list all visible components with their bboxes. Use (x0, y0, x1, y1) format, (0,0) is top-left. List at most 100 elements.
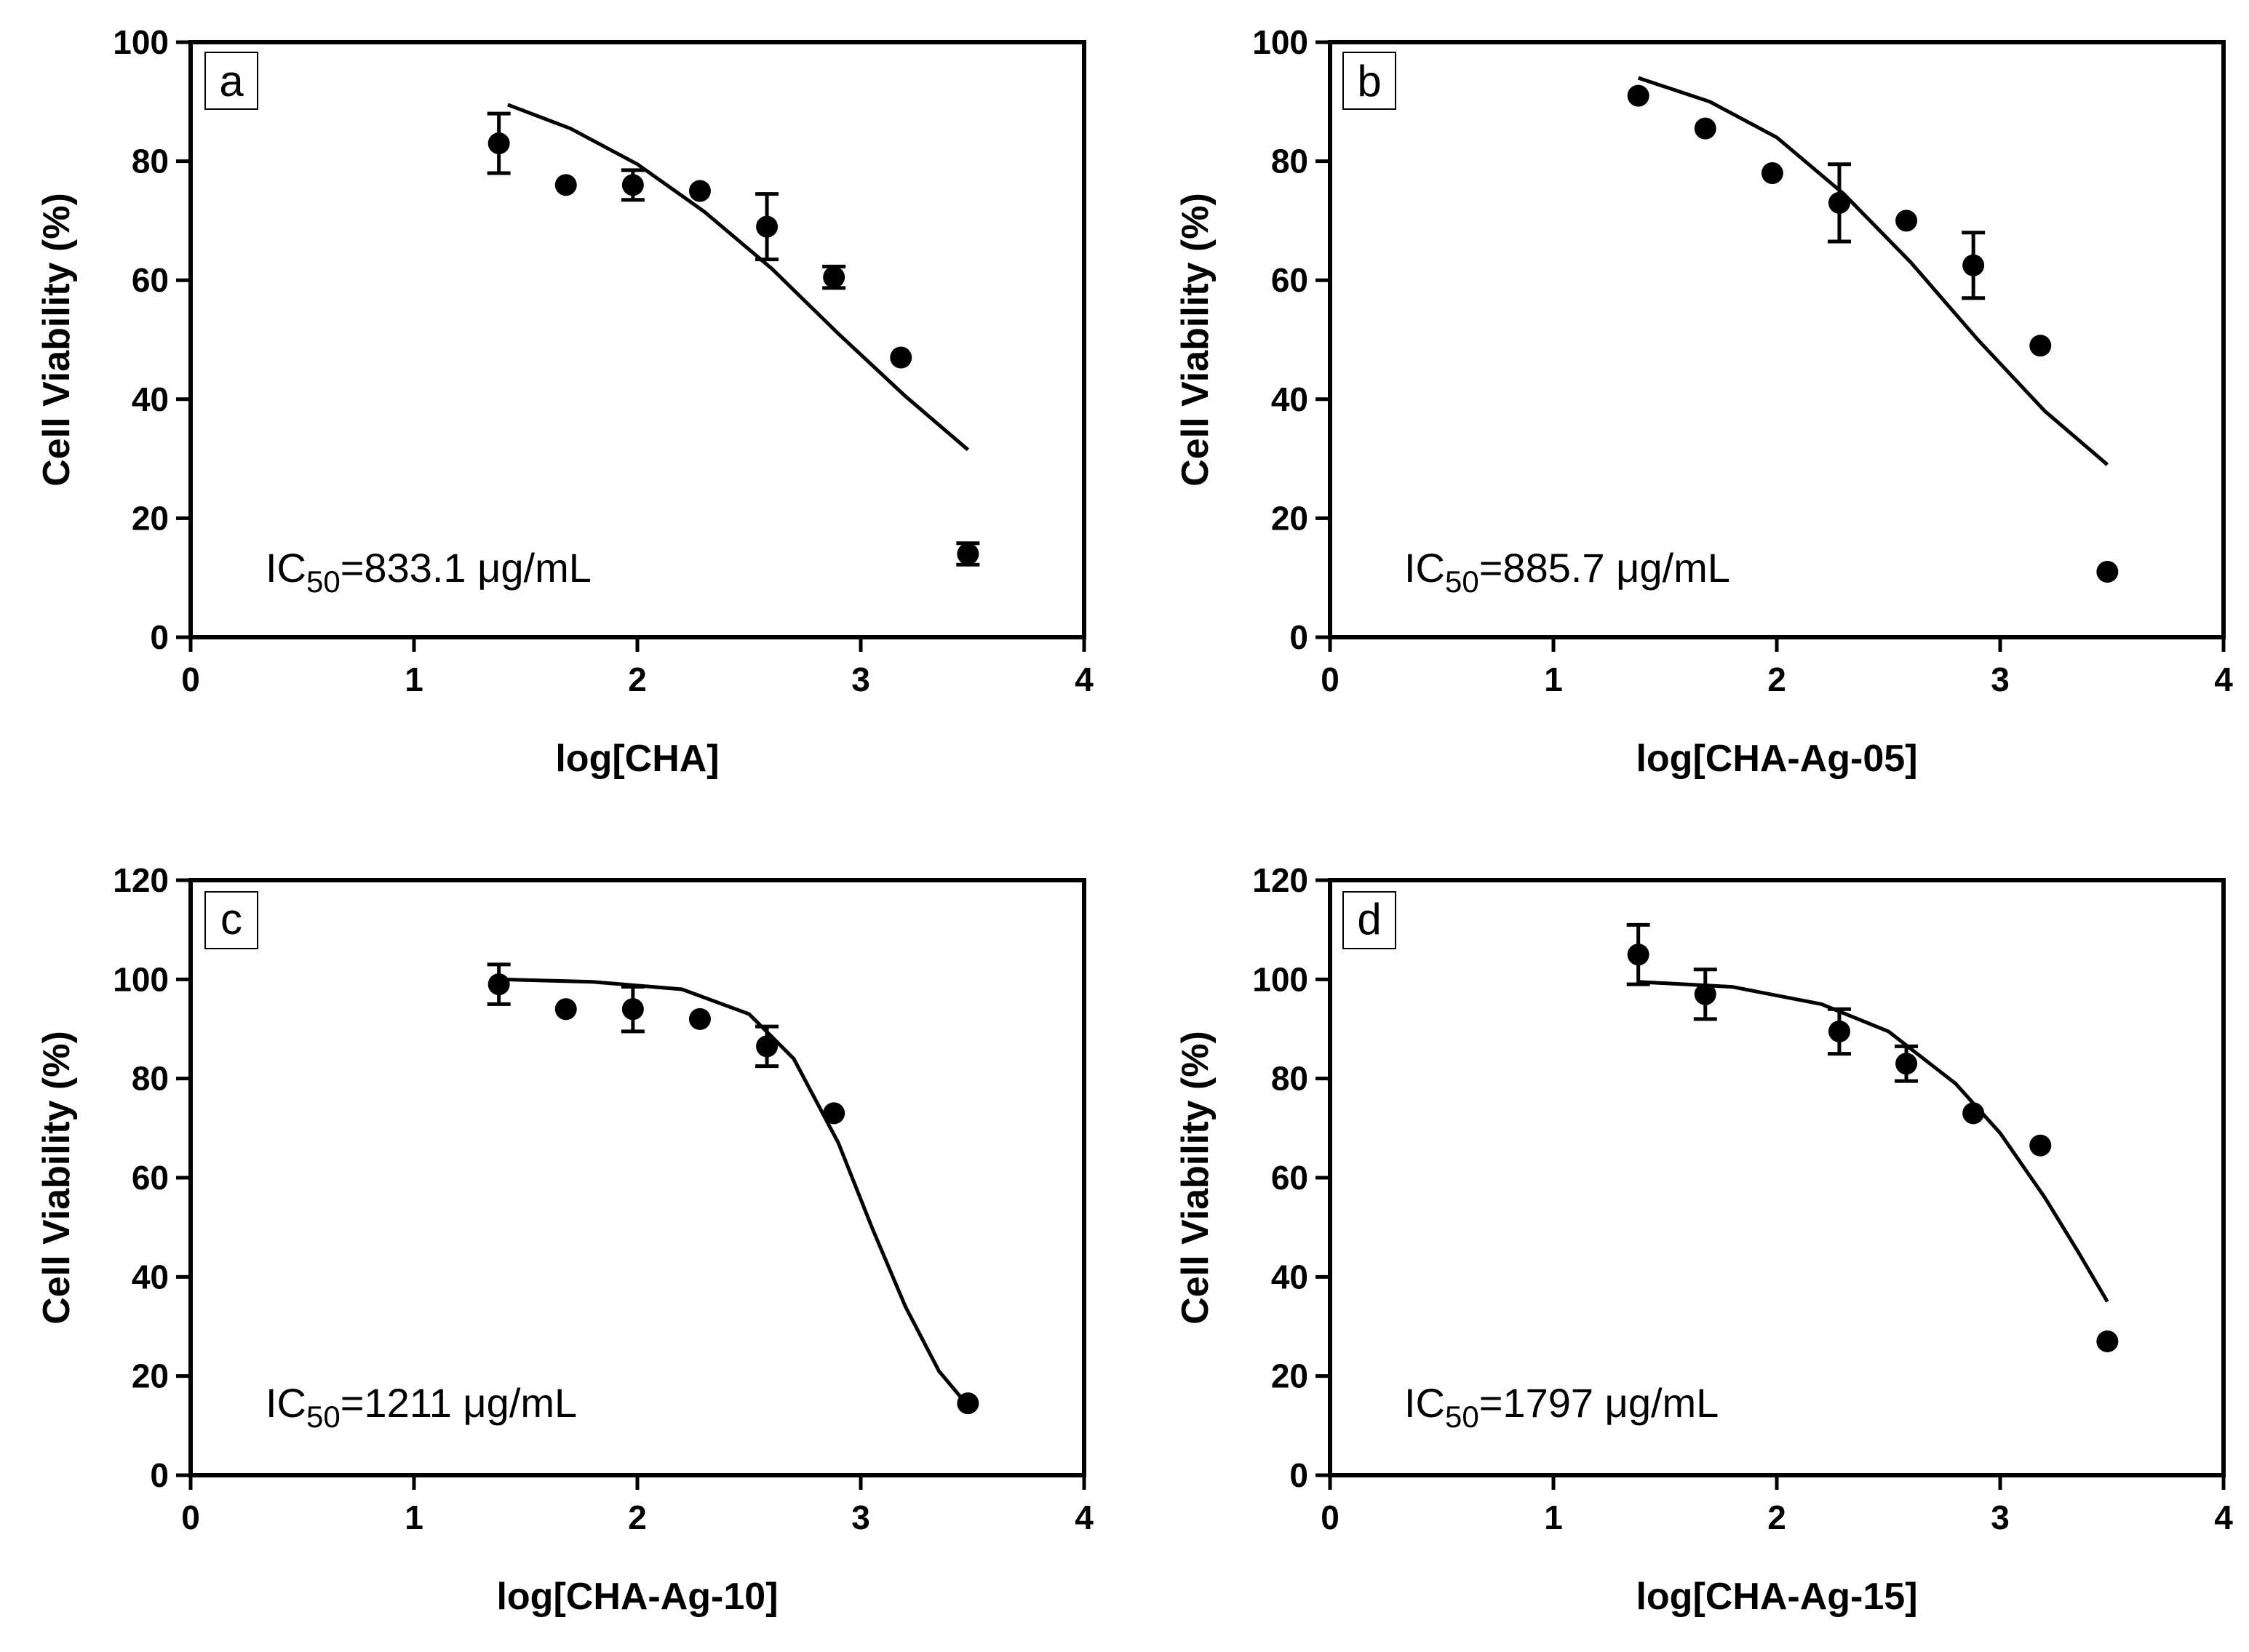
x-tick-label: 1 (405, 1499, 423, 1536)
y-tick-label: 0 (150, 618, 169, 656)
panel-letter: c (220, 895, 242, 943)
data-point (1627, 943, 1649, 966)
data-point (1627, 84, 1649, 107)
data-point (1761, 161, 1783, 184)
data-point (621, 174, 644, 196)
panel-letter-box (204, 891, 258, 949)
y-axis-title: Cell Viability (%) (36, 1031, 78, 1325)
data-point (756, 215, 779, 238)
x-tick-label: 3 (851, 1499, 870, 1536)
panel-letter-box (1342, 52, 1396, 110)
x-tick-label: 4 (2214, 1499, 2233, 1536)
x-tick-label: 3 (1991, 661, 2010, 698)
data-point (1828, 191, 1850, 214)
x-axis-title: log[CHA-Ag-05] (1636, 738, 1917, 780)
data-point (1895, 1053, 1918, 1075)
y-tick-label: 120 (1252, 861, 1308, 899)
y-tick-label: 20 (1271, 499, 1308, 537)
panel-letter-box (1342, 891, 1396, 949)
data-point (1694, 983, 1716, 1005)
panel-a: a IC50=833.1 μg/mL log[CHA] Cell Viabili… (36, 23, 1094, 780)
data-point (2029, 1134, 2052, 1157)
y-axis-title: Cell Viability (%) (1174, 193, 1217, 487)
x-tick-label: 3 (1991, 1499, 2010, 1536)
y-tick-label: 100 (1252, 960, 1308, 998)
data-point (2029, 335, 2052, 357)
fit-curve (1637, 76, 2109, 466)
x-tick-label: 0 (181, 661, 200, 698)
ic50-label: IC50=885.7 μg/mL (1404, 545, 1730, 599)
data-point (1895, 210, 1918, 232)
panel-d: d IC50=1797 μg/mL log[CHA-Ag-15] Cell Vi… (1174, 861, 2233, 1618)
y-tick-label: 60 (1271, 1159, 1308, 1197)
data-point (1962, 254, 1985, 276)
ic50-label: IC50=1797 μg/mL (1404, 1380, 1719, 1434)
x-tick-label: 3 (851, 661, 870, 698)
data-point (823, 1102, 845, 1125)
panel-frame (1328, 40, 2226, 639)
y-tick-label: 0 (150, 1456, 169, 1494)
panel-letter: b (1357, 57, 1381, 105)
data-point (823, 266, 845, 289)
fit-curve (1638, 980, 2109, 1303)
x-axis-title: log[CHA-Ag-10] (496, 1576, 778, 1618)
y-tick-label: 80 (132, 1060, 169, 1098)
x-tick-label: 4 (2214, 661, 2233, 698)
data-point (957, 543, 979, 565)
panel-frame (1328, 878, 2226, 1477)
y-axis-title: Cell Viability (%) (1174, 1031, 1217, 1325)
panel-frame (188, 40, 1086, 639)
x-tick-label: 0 (1321, 661, 1340, 698)
ic50-label: IC50=1211 μg/mL (266, 1380, 577, 1434)
data-point (554, 998, 577, 1021)
panel-letter: a (219, 57, 244, 105)
x-tick-label: 2 (628, 661, 647, 698)
y-tick-label: 60 (132, 1159, 169, 1197)
y-tick-label: 120 (113, 861, 169, 899)
x-tick-label: 1 (1544, 661, 1563, 698)
x-tick-label: 4 (1075, 661, 1094, 698)
data-point (688, 180, 711, 202)
data-point (2096, 561, 2119, 583)
data-point (890, 346, 912, 369)
x-tick-label: 2 (1767, 661, 1786, 698)
y-axis-title: Cell Viability (%) (36, 193, 78, 487)
y-tick-label: 0 (1289, 618, 1308, 656)
panel-letter-box (204, 52, 258, 110)
panel-b: b IC50=885.7 μg/mL log[CHA-Ag-05] Cell V… (1174, 23, 2233, 780)
panel-c: c IC50=1211 μg/mL log[CHA-Ag-10] Cell Vi… (36, 861, 1094, 1618)
y-tick-label: 100 (1252, 23, 1308, 61)
y-tick-label: 100 (113, 960, 169, 998)
y-tick-label: 80 (1271, 143, 1308, 180)
data-point (1962, 1102, 1985, 1125)
y-tick-label: 20 (132, 499, 169, 537)
y-tick-label: 0 (1289, 1456, 1308, 1494)
y-tick-label: 80 (132, 143, 169, 180)
x-tick-label: 4 (1075, 1499, 1094, 1536)
y-tick-label: 40 (132, 1258, 169, 1296)
y-tick-label: 40 (1271, 380, 1308, 418)
panel-letter: d (1357, 895, 1381, 943)
ic50-label: IC50=833.1 μg/mL (266, 545, 592, 599)
data-point (2096, 1330, 2119, 1352)
y-tick-label: 60 (132, 261, 169, 299)
x-tick-label: 0 (181, 1499, 200, 1536)
fit-curve (507, 103, 970, 452)
x-tick-label: 0 (1321, 1499, 1340, 1536)
data-point (1694, 117, 1716, 140)
x-tick-label: 1 (1544, 1499, 1563, 1536)
y-tick-label: 40 (132, 380, 169, 418)
data-point (621, 998, 644, 1021)
data-point (554, 174, 577, 196)
data-point (957, 1392, 979, 1415)
fit-curve (498, 977, 970, 1408)
y-tick-label: 40 (1271, 1258, 1308, 1296)
x-tick-label: 2 (628, 1499, 647, 1536)
y-tick-label: 60 (1271, 261, 1308, 299)
data-point (756, 1035, 779, 1058)
